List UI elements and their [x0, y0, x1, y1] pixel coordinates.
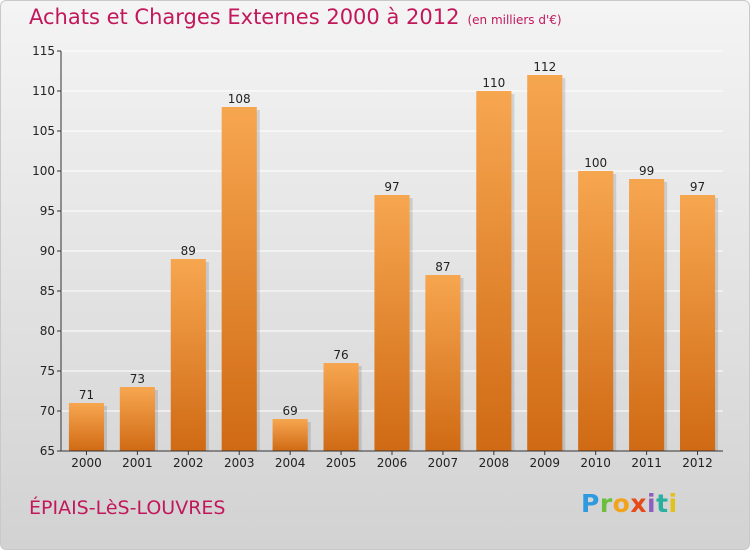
bar: [68, 403, 105, 451]
x-tick-label: 2012: [682, 456, 713, 470]
y-tick-label: 85: [40, 284, 55, 298]
data-label: 99: [639, 164, 654, 178]
data-label: 100: [584, 156, 607, 170]
y-tick-label: 70: [40, 404, 55, 418]
bar: [476, 91, 512, 451]
x-tick-label: 2007: [428, 456, 459, 470]
x-tick-label: 2006: [377, 456, 408, 470]
bar: [578, 171, 614, 451]
x-tick-label: 2000: [71, 456, 102, 470]
bar: [679, 195, 716, 451]
data-label: 73: [130, 372, 145, 386]
data-label: 112: [533, 60, 556, 74]
bars: [68, 75, 719, 451]
bar: [629, 179, 665, 451]
y-tick-label: 65: [40, 444, 55, 458]
x-tick-label: 2002: [173, 456, 204, 470]
y-tick-label: 90: [40, 244, 55, 258]
axes: 65 70 75 80 85 90 95 100 105 110 115 2000 2001 2002 20…: [32, 44, 723, 470]
data-label: 97: [690, 180, 705, 194]
bar: [323, 363, 359, 451]
y-tick-label: 115: [32, 44, 55, 58]
x-tick-label: 2008: [479, 456, 510, 470]
proxiti-logo: Proxiti: [581, 489, 678, 518]
y-tick-label: 110: [32, 84, 55, 98]
data-label: 69: [283, 404, 298, 418]
bar: [374, 195, 410, 451]
x-tick-label: 2003: [224, 456, 255, 470]
bar: [425, 275, 461, 451]
y-tick-label: 80: [40, 324, 55, 338]
chart-title: Achats et Charges Externes 2000 à 2012 (e…: [29, 5, 562, 29]
bar: [119, 387, 155, 451]
bar: [221, 107, 257, 451]
town-name: ÉPIAIS-LèS-LOUVRES: [29, 497, 226, 519]
bar: [272, 419, 308, 451]
bar: [527, 75, 563, 451]
y-tick-label: 100: [32, 164, 55, 178]
chart-title-text: Achats et Charges Externes 2000 à 2012: [29, 5, 460, 29]
x-tick-label: 2009: [529, 456, 560, 470]
x-tick-label: 2010: [580, 456, 611, 470]
data-label: 97: [384, 180, 399, 194]
y-tick-label: 95: [40, 204, 55, 218]
y-tick-label: 105: [32, 124, 55, 138]
x-tick-label: 2005: [326, 456, 357, 470]
y-tick-label: 75: [40, 364, 55, 378]
data-label: 110: [482, 76, 505, 90]
data-label: 87: [435, 260, 450, 274]
data-label: 108: [228, 92, 251, 106]
x-tick-label: 2011: [631, 456, 662, 470]
x-tick-label: 2001: [122, 456, 153, 470]
data-label: 76: [333, 348, 348, 362]
x-tick-label: 2004: [275, 456, 306, 470]
data-label: 89: [181, 244, 196, 258]
data-label: 71: [79, 388, 94, 402]
labels: 71 73 89 108 69 76 97 87 110 112 100 99 97: [79, 60, 705, 418]
chart-unit: (en milliers d'€): [467, 13, 562, 27]
bar: [170, 259, 206, 451]
